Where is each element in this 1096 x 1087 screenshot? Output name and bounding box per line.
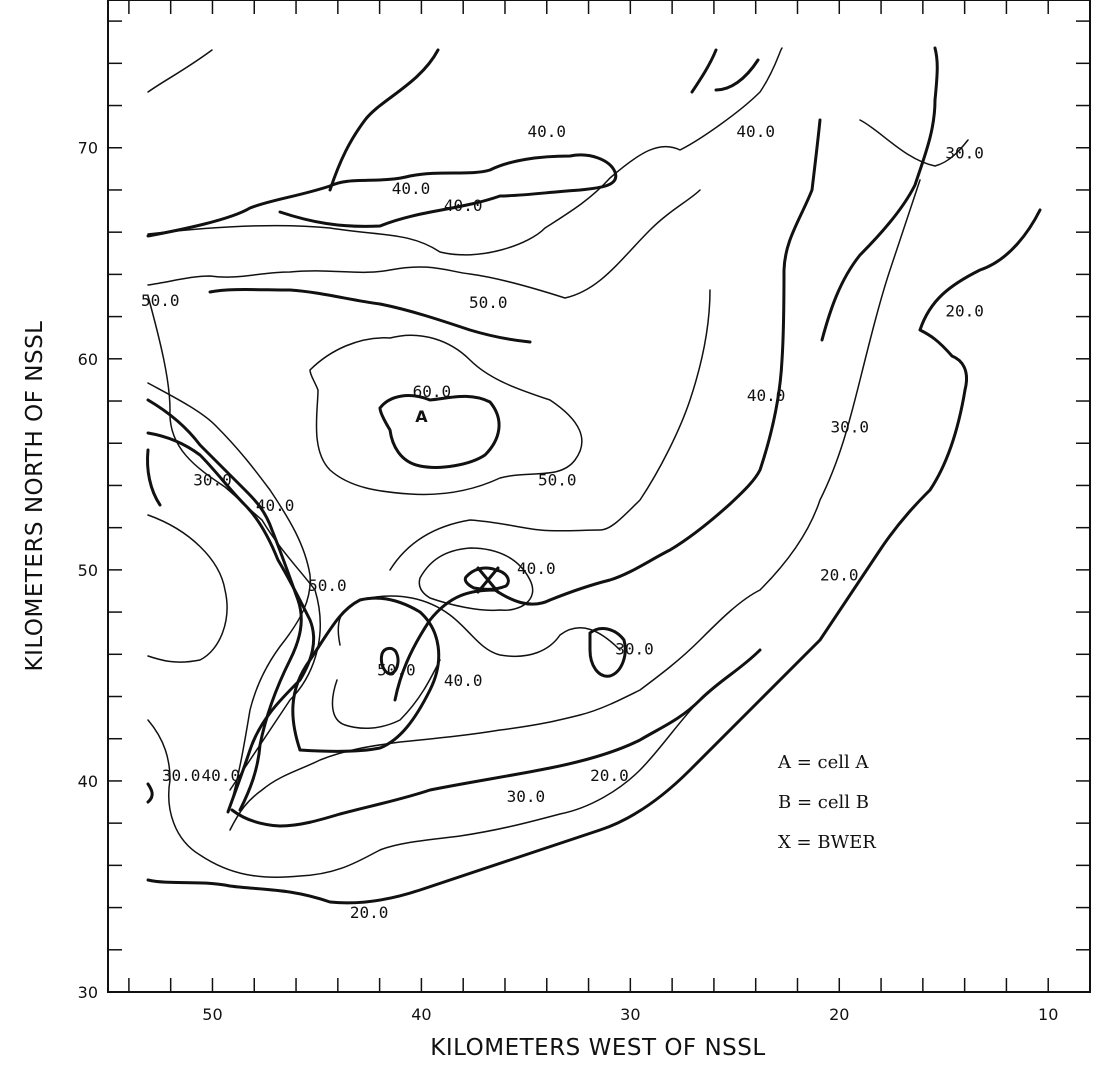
contour-label: 40.0 (444, 671, 483, 690)
contour-label: 20.0 (945, 302, 984, 321)
contour-line (146, 431, 316, 814)
x-tick-label: 50 (202, 1005, 222, 1024)
contour-line (378, 394, 501, 469)
contour-label: 30.0 (507, 787, 546, 806)
contour-line (147, 295, 321, 791)
contour-line (859, 119, 969, 167)
contour-label: 50.0 (538, 470, 577, 489)
contour-line (146, 398, 303, 812)
axis-tick-labels: 50 40 30 20 10 30 40 50 60 70 (78, 139, 1059, 1024)
contour-label: 30.0 (193, 470, 232, 489)
contour-label: 40.0 (202, 766, 241, 785)
contour-line (337, 595, 621, 657)
contour-line (147, 49, 213, 93)
y-tick-label: 50 (78, 561, 98, 580)
contour-line (146, 153, 618, 238)
y-tick-label: 30 (78, 983, 98, 1002)
contour-label: 40.0 (517, 559, 556, 578)
contour-line (208, 288, 532, 344)
legend-entry-bwer: X = BWER (778, 832, 876, 853)
contour-line (309, 334, 583, 496)
contour-line (147, 47, 783, 256)
cell-a-marker: A (415, 407, 428, 426)
contour-label: 40.0 (528, 122, 567, 141)
x-tick-label: 20 (829, 1005, 849, 1024)
contour-label: 40.0 (747, 386, 786, 405)
contour-line (918, 208, 1042, 392)
contour-line (146, 782, 154, 804)
contour-label: 50.0 (469, 293, 508, 312)
contour-line (229, 179, 921, 831)
x-tick-label: 40 (411, 1005, 431, 1024)
contour-line (331, 659, 441, 730)
contour-label: 50.0 (308, 576, 347, 595)
contour-line (588, 627, 627, 678)
contour-line (328, 48, 440, 192)
contour-line (690, 48, 760, 94)
x-tick-label: 30 (620, 1005, 640, 1024)
y-tick-label: 60 (78, 350, 98, 369)
contour-line (389, 289, 711, 571)
x-tick-label: 10 (1038, 1005, 1058, 1024)
contour-label: 30.0 (945, 143, 984, 162)
contour-line (146, 388, 967, 905)
contour-labels: 40.040.040.040.030.050.0 50.060.0A50.040.… (141, 122, 984, 922)
contour-line (820, 46, 939, 342)
contour-line (147, 382, 311, 801)
y-tick-label: 70 (78, 139, 98, 158)
contour-line (147, 514, 228, 663)
legend-entry-cell-a: A = cell A (777, 752, 869, 773)
contour-line (291, 596, 441, 753)
contour-label: 30.0 (830, 418, 869, 437)
contour-label: 40.0 (444, 196, 483, 215)
contour-label: 20.0 (590, 766, 629, 785)
contour-label: 20.0 (820, 565, 859, 584)
contour-line (230, 648, 762, 828)
contour-label: 50.0 (377, 660, 416, 679)
plot-frame (107, 0, 1091, 993)
axis-ticks (108, 0, 1090, 992)
contour-line (379, 646, 400, 676)
contour-label: 60.0 (413, 382, 452, 401)
legend-entry-cell-b: B = cell B (778, 792, 869, 813)
legend: A = cell A B = cell B X = BWER (777, 752, 876, 853)
contour-label: 20.0 (350, 903, 389, 922)
contour-line (147, 699, 701, 879)
bwer-x-mark (476, 566, 500, 594)
contour-line (146, 448, 162, 507)
contour-label: 30.0 (615, 639, 654, 658)
contour-label: 40.0 (392, 179, 431, 198)
contour-label: 40.0 (736, 122, 775, 141)
contour-label: 40.0 (256, 496, 295, 515)
contour-label: 50.0 (141, 291, 180, 310)
y-tick-label: 40 (78, 772, 98, 791)
y-axis-title: KILOMETERS NORTH OF NSSL (22, 321, 48, 672)
plot-border (107, 0, 1091, 993)
contour-label: 30.0 (162, 766, 201, 785)
contour-line (463, 566, 510, 591)
x-axis-title: KILOMETERS WEST OF NSSL (430, 1035, 765, 1061)
contour-lines (146, 46, 1042, 905)
contour-line (147, 189, 701, 299)
